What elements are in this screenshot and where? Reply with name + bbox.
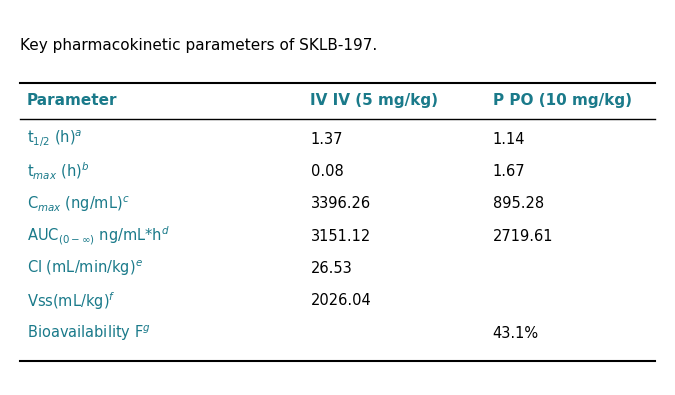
Text: 1.14: 1.14: [493, 132, 525, 147]
Text: 0.08: 0.08: [310, 164, 344, 179]
Text: C$_{max}$ (ng/mL)$^{c}$: C$_{max}$ (ng/mL)$^{c}$: [27, 194, 130, 214]
Text: 3151.12: 3151.12: [310, 229, 371, 244]
Text: P PO (10 mg/kg): P PO (10 mg/kg): [493, 93, 632, 108]
Text: 895.28: 895.28: [493, 196, 544, 211]
Text: t$_{max}$ (h)$^{b}$: t$_{max}$ (h)$^{b}$: [27, 161, 89, 182]
Text: Cl (mL/min/kg)$^{e}$: Cl (mL/min/kg)$^{e}$: [27, 259, 143, 278]
Text: AUC$_{(0-∞)}$ ng/mL*h$^{d}$: AUC$_{(0-∞)}$ ng/mL*h$^{d}$: [27, 225, 170, 247]
Text: 1.37: 1.37: [310, 132, 343, 147]
Text: t$_{1/2}$ (h)$^{a}$: t$_{1/2}$ (h)$^{a}$: [27, 129, 82, 149]
Text: 43.1%: 43.1%: [493, 326, 539, 341]
Text: Vss(mL/kg)$^{f}$: Vss(mL/kg)$^{f}$: [27, 290, 116, 312]
Text: Bioavailability F$^{g}$: Bioavailability F$^{g}$: [27, 324, 151, 343]
Text: 1.67: 1.67: [493, 164, 525, 179]
Text: 2026.04: 2026.04: [310, 293, 371, 308]
Text: IV IV (5 mg/kg): IV IV (5 mg/kg): [310, 93, 439, 108]
Text: 26.53: 26.53: [310, 261, 352, 276]
Text: 2719.61: 2719.61: [493, 229, 554, 244]
Text: Parameter: Parameter: [27, 93, 117, 108]
Text: 3396.26: 3396.26: [310, 196, 371, 211]
Text: Key pharmacokinetic parameters of SKLB-197.: Key pharmacokinetic parameters of SKLB-1…: [20, 38, 377, 53]
